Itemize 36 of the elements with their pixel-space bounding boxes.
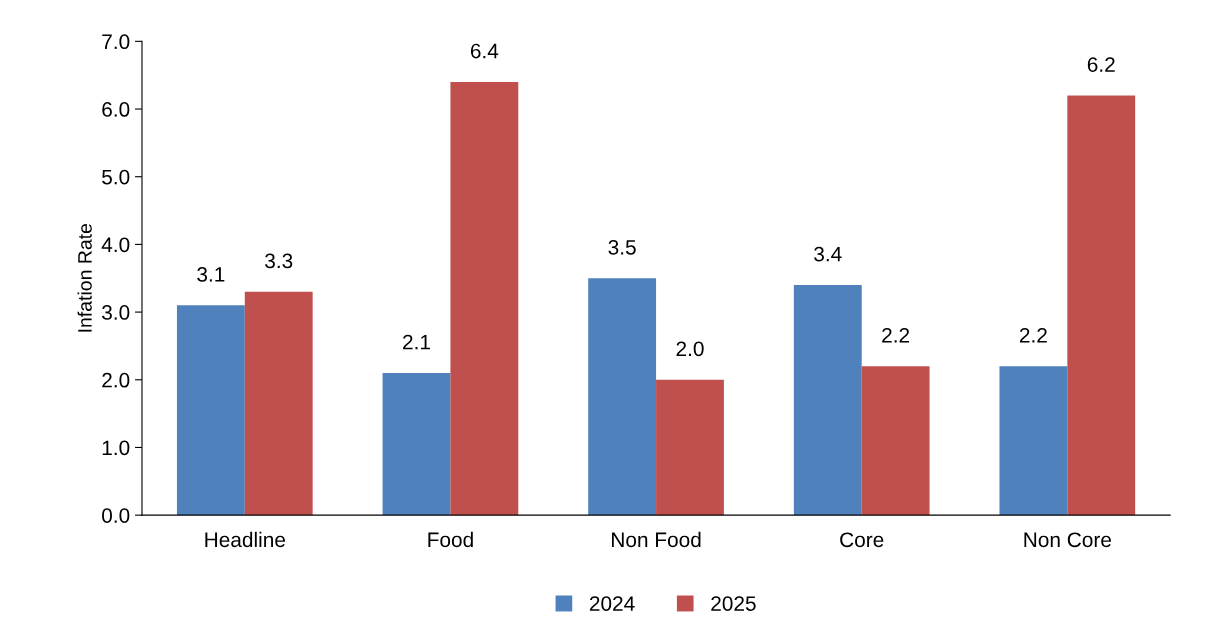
bar [244, 291, 313, 516]
bar [450, 81, 519, 516]
y-tick-label: 5.0 [102, 169, 130, 185]
x-tick-label: Core [840, 532, 884, 548]
y-tick-label: 4.0 [101, 237, 130, 253]
y-tick-label: 2.0 [102, 372, 130, 388]
x-tick-label: Non Food [612, 531, 701, 548]
bar [1067, 95, 1136, 516]
x-tick-label: Food [428, 531, 473, 548]
bar [999, 366, 1068, 516]
bar [588, 278, 657, 516]
bar [793, 285, 862, 516]
data-label: 3.5 [608, 239, 636, 255]
y-tick-label: 7.0 [102, 34, 130, 50]
y-axis-title: Infation Rate [77, 223, 92, 332]
y-tick-label: 0.0 [102, 508, 130, 523]
data-label: 6.4 [470, 43, 499, 59]
bar [176, 305, 245, 516]
y-tick-label: 3.0 [102, 305, 130, 320]
bar [382, 373, 451, 516]
data-label: 2.0 [676, 341, 704, 357]
y-tick-label: 6.0 [102, 102, 130, 117]
legend-label: 2024 [589, 596, 635, 611]
bar [861, 366, 930, 516]
data-label: 3.3 [265, 253, 293, 269]
x-tick-label: Non Core [1024, 532, 1111, 548]
data-label: 2.1 [403, 334, 430, 350]
data-label: 3.4 [814, 246, 842, 262]
data-label: 2.2 [882, 327, 910, 343]
x-tick-label: Headline [205, 531, 285, 548]
data-label: 3.1 [197, 267, 225, 282]
bar [656, 379, 724, 516]
y-tick-label: 1.0 [102, 440, 130, 456]
data-label: 6.2 [1087, 57, 1115, 72]
data-label: 2.2 [1019, 327, 1047, 343]
legend-label: 2025 [711, 596, 756, 611]
